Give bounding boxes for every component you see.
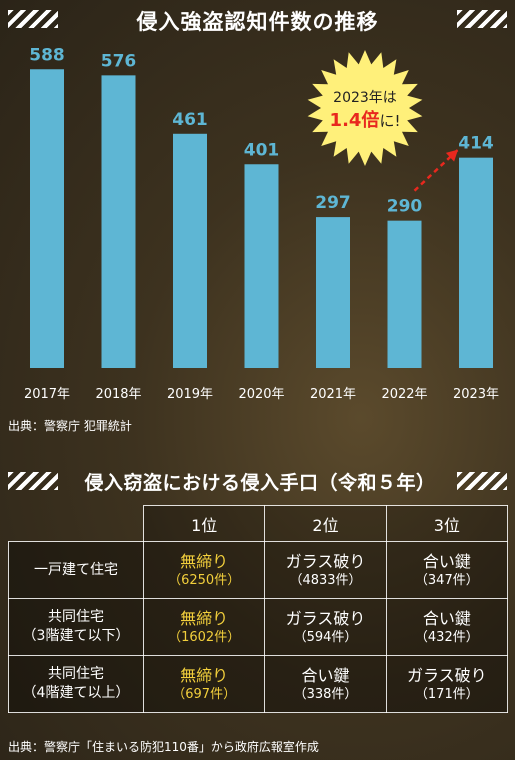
bar <box>101 75 136 369</box>
table-corner <box>8 505 144 542</box>
x-tick-label: 2017年 <box>24 387 70 402</box>
header-rank-3: 3位 <box>385 505 509 542</box>
row-label-line2: （4階建て以上） <box>22 685 130 701</box>
bar-chart: 588 2017年 576 2018年 461 2019年 401 2020年 297 2021年… <box>24 45 499 402</box>
cell-rank-2: 合い鍵 （338件） <box>264 655 387 713</box>
method-name: 合い鍵 <box>422 551 471 571</box>
cell-rank-1: 無締り （697件） <box>142 655 266 713</box>
method-count: （1602件） <box>168 629 241 645</box>
growth-arrow-head <box>445 149 458 162</box>
method-count: （697件） <box>172 686 237 702</box>
method-count: （171件） <box>414 686 479 702</box>
callout-line1: 2023年は <box>333 90 397 106</box>
x-tick-label: 2019年 <box>167 387 213 402</box>
bar <box>459 157 493 368</box>
row-label-apartment-low: 共同住宅 （3階建て以下） <box>8 598 144 656</box>
data-label: 461 <box>172 110 208 130</box>
row-label-line1: 一戸建て住宅 <box>34 561 118 578</box>
cell-rank-1: 無締り （6250件） <box>142 541 266 599</box>
table-header-row: 1位 2位 3位 <box>8 505 509 542</box>
callout-suffix: に! <box>379 112 400 130</box>
x-tick-label: 2023年 <box>453 387 499 402</box>
x-tick-label: 2021年 <box>310 387 356 402</box>
table-title: 侵入窃盗における侵入手口（令和５年） <box>84 472 436 494</box>
table-row: 一戸建て住宅 無締り （6250件） ガラス破り （4833件） 合い鍵 （34… <box>8 541 509 599</box>
cell-rank-2: ガラス破り （4833件） <box>264 541 387 599</box>
method-name: 合い鍵 <box>422 608 471 628</box>
data-label: 588 <box>29 45 65 65</box>
bar <box>244 164 279 368</box>
cell-rank-3: 合い鍵 （432件） <box>385 598 509 656</box>
row-label-line1: 共同住宅 <box>48 609 104 625</box>
method-name: 無締り <box>180 608 229 628</box>
x-tick-label: 2020年 <box>238 387 284 402</box>
row-label-apartment-high: 共同住宅 （4階建て以上） <box>8 655 144 713</box>
cell-rank-1: 無締り （1602件） <box>142 598 266 656</box>
decor-stripes-left <box>8 10 58 28</box>
callout-multiplier: 1.4倍 <box>330 109 380 131</box>
intrusion-method-table: 1位 2位 3位 一戸建て住宅 無締り （6250件） ガラス破り （4833件… <box>8 505 509 713</box>
chart-title: 侵入強盗認知件数の推移 <box>136 10 379 34</box>
data-label: 290 <box>387 197 423 217</box>
bar <box>387 220 422 368</box>
cell-rank-2: ガラス破り （594件） <box>264 598 387 656</box>
x-tick-label: 2018年 <box>95 387 141 402</box>
cell-rank-3: ガラス破り （171件） <box>385 655 509 713</box>
header-rank-1: 1位 <box>142 505 266 542</box>
data-label: 576 <box>101 51 137 71</box>
method-name: 無締り <box>180 551 229 571</box>
row-label-detached-house: 一戸建て住宅 <box>8 541 144 599</box>
decor-stripes-right-2 <box>457 472 507 490</box>
method-count: （338件） <box>293 686 358 702</box>
data-label: 401 <box>244 140 280 160</box>
bar <box>173 133 207 368</box>
chart-source: 出典：警察庁 犯罪統計 <box>8 419 132 433</box>
cell-rank-3: 合い鍵 （347件） <box>385 541 509 599</box>
data-label: 414 <box>458 134 494 154</box>
table-row: 共同住宅 （3階建て以下） 無締り （1602件） ガラス破り （594件） 合… <box>8 598 509 656</box>
method-name: ガラス破り <box>406 665 487 685</box>
table-row: 共同住宅 （4階建て以上） 無締り （697件） 合い鍵 （338件） ガラス破… <box>8 655 509 713</box>
x-tick-label: 2022年 <box>381 387 427 402</box>
header-rank-2: 2位 <box>264 505 387 542</box>
bar <box>30 69 64 369</box>
method-name: ガラス破り <box>285 551 366 571</box>
decor-stripes-left-2 <box>8 472 58 490</box>
method-name: 無締り <box>180 665 229 685</box>
bar <box>316 217 350 368</box>
method-name: 合い鍵 <box>301 665 350 685</box>
data-label: 297 <box>315 193 351 213</box>
decor-stripes-right <box>457 10 507 28</box>
method-name: ガラス破り <box>285 608 366 628</box>
method-count: （347件） <box>414 572 479 588</box>
callout-line2: 1.4倍に! <box>330 109 401 131</box>
method-count: （594件） <box>293 629 358 645</box>
row-label-line2: （3階建て以下） <box>22 628 130 644</box>
callout-starburst <box>307 50 423 166</box>
table-source: 出典：警察庁「住まいる防犯110番」から政府広報室作成 <box>8 740 319 754</box>
row-label-line1: 共同住宅 <box>48 666 104 682</box>
method-count: （4833件） <box>289 572 362 588</box>
method-count: （432件） <box>414 629 479 645</box>
method-count: （6250件） <box>168 572 241 588</box>
